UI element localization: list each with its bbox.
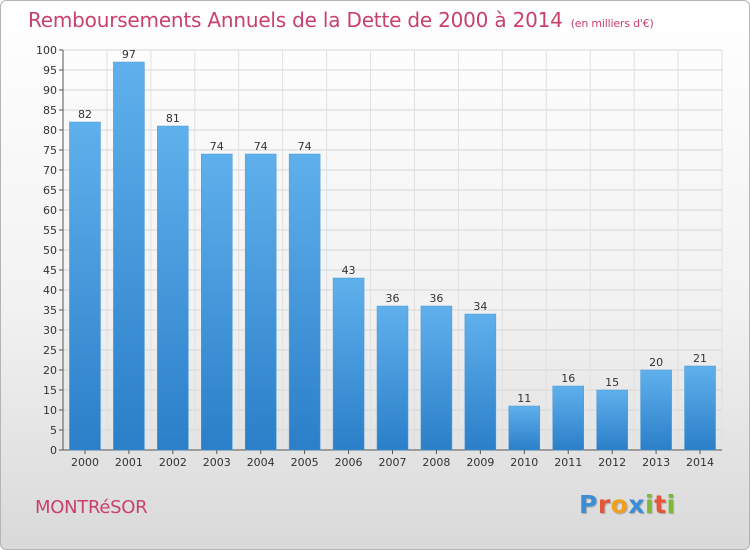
y-tick-label: 20 [43, 364, 57, 377]
bar-value-label: 15 [605, 376, 619, 389]
bar-2014 [684, 365, 716, 451]
bar-2013 [640, 369, 672, 451]
x-tick-label: 2008 [422, 456, 450, 469]
bar-2008 [420, 305, 453, 451]
x-tick-label: 2004 [247, 456, 275, 469]
bar-value-label: 74 [254, 140, 268, 153]
y-tick-label: 15 [43, 384, 57, 397]
bar-value-label: 36 [386, 292, 400, 305]
bar-value-label: 97 [122, 48, 136, 61]
bar-value-label: 16 [561, 372, 575, 385]
x-tick-label: 2001 [115, 456, 143, 469]
logo-letter: r [597, 490, 611, 519]
y-tick-label: 100 [36, 44, 57, 57]
bar-2001 [113, 61, 145, 451]
x-tick-label: 2014 [686, 456, 714, 469]
x-tick-label: 2012 [598, 456, 626, 469]
bar-2003 [201, 153, 233, 451]
y-tick-label: 60 [43, 204, 57, 217]
y-tick-label: 30 [43, 324, 57, 337]
x-tick-label: 2007 [379, 456, 407, 469]
y-tick-label: 90 [43, 84, 57, 97]
logo-letter: o [610, 490, 629, 519]
y-tick-label: 80 [43, 124, 57, 137]
x-tick-label: 2002 [159, 456, 187, 469]
y-tick-label: 5 [50, 424, 57, 437]
y-tick-label: 75 [43, 144, 57, 157]
x-tick-label: 2005 [291, 456, 319, 469]
bar-2010 [508, 405, 541, 451]
y-tick-label: 85 [43, 104, 57, 117]
y-tick-label: 40 [43, 284, 57, 297]
bar-2005 [288, 153, 321, 451]
y-tick-label: 65 [43, 184, 57, 197]
bars [69, 61, 716, 451]
title-text: Remboursements Annuels de la Dette de 20… [28, 8, 563, 32]
bar-value-label: 74 [298, 140, 312, 153]
commune-name: MONTRéSOR [35, 497, 148, 518]
bar-2007 [376, 305, 409, 451]
bar-value-label: 43 [342, 264, 356, 277]
bar-value-label: 74 [210, 140, 224, 153]
proxiti-logo[interactable]: Proxiti [579, 490, 676, 519]
bar-2009 [464, 313, 497, 451]
x-tick-label: 2003 [203, 456, 231, 469]
x-tick-label: 2009 [466, 456, 494, 469]
x-tick-label: 2006 [335, 456, 363, 469]
y-tick-label: 0 [50, 444, 57, 457]
labels: 0 5 10 15 20 25 30 35 40 45 50 55 60 65 70 75 80 85 90 95 10… [36, 44, 714, 469]
logo-letter: x [628, 490, 645, 519]
logo-letter: t [654, 490, 667, 519]
bar-2004 [244, 153, 277, 451]
bar-value-label: 34 [473, 300, 487, 313]
bar-value-label: 11 [517, 392, 531, 405]
bar-value-label: 82 [78, 108, 92, 121]
logo-letter: i [666, 490, 676, 519]
bar-value-label: 81 [166, 112, 180, 125]
y-tick-label: 25 [43, 344, 57, 357]
bar-value-label: 20 [649, 356, 663, 369]
x-tick-label: 2010 [510, 456, 538, 469]
y-tick-label: 35 [43, 304, 57, 317]
y-tick-label: 95 [43, 64, 57, 77]
y-tick-label: 10 [43, 404, 57, 417]
bar-value-label: 21 [693, 352, 707, 365]
bar-2002 [157, 125, 189, 451]
x-tick-label: 2013 [642, 456, 670, 469]
logo-letter: P [579, 490, 598, 519]
chart-title: Remboursements Annuels de la Dette de 20… [28, 8, 654, 32]
y-tick-label: 70 [43, 164, 57, 177]
x-tick-label: 2000 [71, 456, 99, 469]
bar-2000 [69, 121, 101, 451]
y-tick-label: 45 [43, 264, 57, 277]
bar-2006 [332, 277, 365, 451]
y-tick-label: 50 [43, 244, 57, 257]
logo-letter: i [645, 490, 655, 519]
bar-2012 [596, 389, 628, 451]
bar-value-label: 36 [429, 292, 443, 305]
bar-2011 [552, 385, 584, 451]
x-tick-label: 2011 [554, 456, 582, 469]
y-tick-label: 55 [43, 224, 57, 237]
chart-subtitle: (en milliers d'€) [570, 17, 654, 30]
